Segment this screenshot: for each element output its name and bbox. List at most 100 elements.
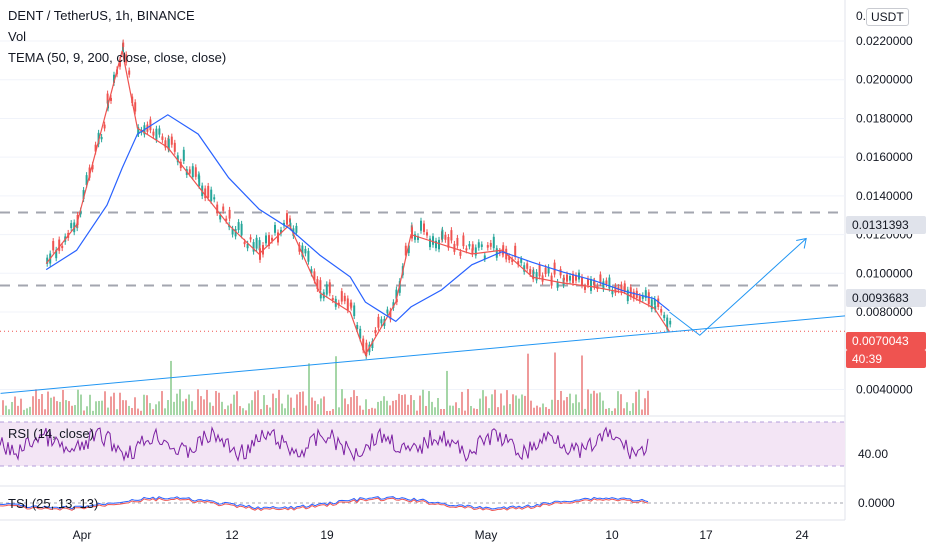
volume-bar — [410, 395, 412, 415]
candle-body — [663, 314, 666, 319]
candle-body — [407, 245, 410, 254]
volume-bar — [533, 407, 535, 415]
candle-body — [660, 309, 663, 313]
price-axis-tick: 0.0200000 — [856, 73, 913, 87]
candle-body — [657, 298, 660, 307]
volume-bar — [323, 396, 325, 415]
candle-body — [313, 271, 316, 281]
volume-bar — [173, 401, 175, 415]
candle-body — [559, 269, 562, 276]
candle-body — [255, 237, 258, 249]
candle-body — [584, 286, 586, 290]
tsi-label[interactable]: TSI (25, 13, 13) — [8, 496, 99, 511]
volume-bar — [125, 400, 127, 415]
volume-bar — [548, 408, 550, 415]
candle-body — [581, 277, 583, 286]
volume-bar — [38, 398, 40, 415]
candle-body — [295, 225, 298, 233]
volume-bar — [287, 394, 289, 415]
candle-body — [569, 275, 571, 281]
volume-bar — [365, 399, 367, 415]
volume-bar — [581, 355, 583, 415]
currency-button[interactable]: USDT — [866, 8, 909, 26]
candle-body — [523, 265, 526, 272]
candle-body — [492, 236, 495, 249]
candle-body — [70, 223, 73, 229]
candle-body — [641, 295, 644, 299]
candle-body — [125, 54, 128, 63]
candle-body — [246, 243, 249, 249]
price-axis-tick: 0.0100000 — [856, 266, 913, 280]
candle-body — [435, 240, 437, 249]
volume-bar — [74, 405, 76, 415]
candle-body — [243, 241, 246, 245]
volume-bar — [209, 402, 211, 415]
volume-bar — [65, 400, 67, 415]
tsi-line — [0, 496, 649, 510]
candle-body — [374, 330, 377, 334]
volume-bar — [395, 400, 397, 415]
volume-bar — [488, 408, 490, 415]
volume-bar — [110, 396, 112, 415]
candle-body — [502, 245, 505, 254]
volume-bar — [242, 408, 244, 415]
volume-bar — [35, 389, 37, 415]
volume-bar — [338, 407, 340, 415]
volume-bar — [551, 399, 553, 415]
candle-body — [340, 291, 343, 302]
volume-bar — [515, 395, 517, 415]
volume-bar — [332, 409, 334, 415]
candle-body — [441, 229, 444, 239]
candle-body — [219, 215, 222, 220]
volume-bar — [116, 409, 118, 415]
candle-body — [268, 235, 270, 247]
price-axis-tick: 0.0160000 — [856, 150, 913, 164]
volume-bar — [302, 391, 304, 415]
volume-bar — [329, 410, 331, 415]
candle-body — [210, 189, 213, 201]
volume-bar — [284, 408, 286, 415]
candle-body — [611, 290, 614, 295]
candle-body — [122, 42, 125, 47]
candle-body — [234, 229, 237, 237]
candle-body — [307, 250, 310, 262]
volume-bar — [131, 407, 133, 415]
volume-bar — [317, 404, 319, 415]
volume-bar — [632, 403, 634, 415]
volume-bar — [404, 394, 406, 415]
candle-body — [46, 257, 49, 264]
candle-body — [608, 277, 611, 289]
candle-body — [204, 188, 207, 199]
volume-bar — [611, 410, 613, 415]
candle-body — [605, 280, 608, 285]
candle-body — [563, 277, 565, 281]
volume-bar — [422, 389, 424, 415]
volume-bar — [50, 397, 52, 415]
candle-body — [94, 144, 97, 152]
candle-body — [426, 232, 428, 236]
candle-body — [310, 269, 313, 274]
volume-legend[interactable]: Vol — [8, 29, 27, 44]
price-axis-tick: 0.0140000 — [856, 189, 913, 203]
tema-legend[interactable]: TEMA (50, 9, 200, close, close, close) — [8, 50, 227, 65]
volume-bar — [452, 405, 454, 415]
volume-bar — [206, 389, 208, 415]
candle-body — [480, 244, 483, 247]
candle-body — [654, 305, 657, 310]
candle-body — [283, 222, 285, 226]
volume-bar — [437, 398, 439, 415]
volume-bar — [320, 398, 322, 415]
volume-bar — [386, 400, 388, 415]
volume-bar — [23, 409, 25, 415]
candle-body — [544, 267, 547, 275]
symbol-title[interactable]: DENT / TetherUS, 1h, BINANCE — [8, 8, 195, 23]
trendline — [0, 315, 846, 394]
volume-bar — [44, 409, 46, 415]
volume-bar — [278, 389, 280, 415]
tsi-signal-line — [0, 497, 649, 512]
candle-body — [365, 342, 368, 355]
candle-body — [614, 286, 617, 293]
candle-body — [395, 299, 398, 303]
rsi-label[interactable]: RSI (14, close) — [8, 426, 94, 441]
